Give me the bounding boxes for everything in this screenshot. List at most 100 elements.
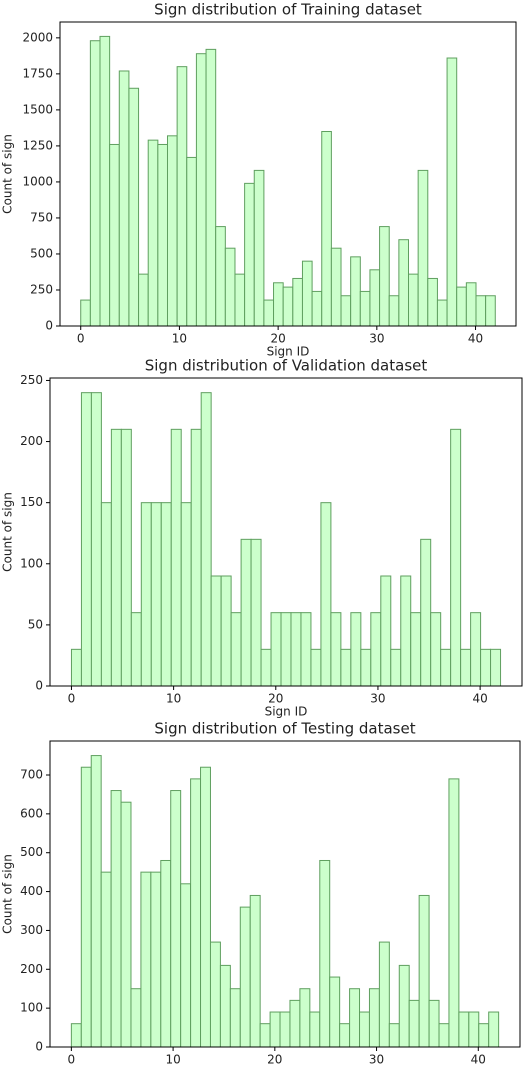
bar xyxy=(230,612,242,687)
bar xyxy=(290,612,302,687)
bar xyxy=(224,247,236,327)
bar xyxy=(90,755,102,1048)
bar xyxy=(250,538,262,687)
bar xyxy=(100,502,112,687)
bar xyxy=(195,53,207,327)
y-tick-label: 150 xyxy=(20,495,43,509)
bar xyxy=(420,538,432,687)
bar xyxy=(438,1023,450,1048)
bar xyxy=(200,392,212,687)
bar xyxy=(253,169,265,327)
bar xyxy=(456,286,467,327)
bar xyxy=(160,859,172,1048)
bar xyxy=(289,999,301,1048)
bar xyxy=(292,277,303,327)
bar xyxy=(215,226,226,327)
x-tick-label: 30 xyxy=(369,1053,384,1067)
bar xyxy=(370,612,382,687)
bar xyxy=(458,1011,470,1048)
x-tick-label: 20 xyxy=(268,692,283,706)
bar xyxy=(186,156,197,327)
bar xyxy=(485,295,496,327)
y-tick-label: 0 xyxy=(35,1040,43,1054)
bar xyxy=(220,575,232,687)
x-axis-label: Sign ID xyxy=(265,705,308,719)
bar xyxy=(99,35,111,327)
bar xyxy=(475,295,487,327)
bar xyxy=(319,859,331,1048)
bar xyxy=(280,612,292,687)
bar xyxy=(219,964,231,1048)
bar xyxy=(130,988,142,1048)
bar xyxy=(190,778,202,1048)
bar xyxy=(408,273,419,327)
bar xyxy=(239,906,251,1048)
bar xyxy=(157,143,168,327)
y-tick-label: 50 xyxy=(28,617,43,631)
bar xyxy=(170,790,182,1048)
bar xyxy=(350,256,361,327)
y-tick-label: 400 xyxy=(20,884,43,898)
x-tick-label: 30 xyxy=(370,692,385,706)
bar xyxy=(311,290,323,327)
bar xyxy=(170,428,182,687)
bar xyxy=(330,612,342,687)
bar xyxy=(150,871,162,1048)
bar xyxy=(388,295,400,327)
bar xyxy=(80,299,91,327)
x-tick-label: 20 xyxy=(270,332,285,346)
y-tick-label: 1750 xyxy=(22,66,53,80)
x-tick-label: 10 xyxy=(172,332,187,346)
bar xyxy=(460,648,472,687)
bar xyxy=(301,260,313,327)
bar xyxy=(488,1011,500,1048)
bar xyxy=(465,282,477,327)
y-tick-label: 1250 xyxy=(22,138,53,152)
bar xyxy=(118,70,130,327)
plot-frame xyxy=(49,377,523,687)
y-axis-label: Count of sign xyxy=(1,492,15,572)
bar xyxy=(273,282,284,327)
bar xyxy=(160,502,172,687)
y-tick-label: 500 xyxy=(30,246,53,260)
bar xyxy=(310,648,322,687)
bar xyxy=(205,48,217,327)
bar xyxy=(440,648,452,687)
bar xyxy=(388,1023,400,1048)
bar xyxy=(350,612,362,687)
bar xyxy=(470,612,482,687)
bar xyxy=(320,502,332,687)
bar xyxy=(209,941,221,1048)
chart-title: Sign distribution of Validation dataset xyxy=(145,357,428,375)
bar xyxy=(140,502,152,687)
y-tick-label: 300 xyxy=(20,923,43,937)
bar xyxy=(150,502,162,687)
bar xyxy=(300,612,312,687)
x-tick-label: 10 xyxy=(166,692,181,706)
bar xyxy=(240,538,252,687)
bar xyxy=(166,135,178,327)
y-tick-label: 750 xyxy=(30,210,53,224)
bar xyxy=(446,57,458,327)
y-tick-label: 2000 xyxy=(22,30,53,44)
bar xyxy=(427,277,438,327)
bar xyxy=(282,286,294,327)
bar xyxy=(379,226,390,327)
bar xyxy=(340,295,352,327)
y-tick-label: 0 xyxy=(45,319,53,333)
bar xyxy=(417,169,429,327)
bar xyxy=(349,988,361,1048)
bar xyxy=(234,273,246,327)
bar xyxy=(70,1023,82,1048)
bar xyxy=(130,612,142,687)
bar xyxy=(180,883,192,1048)
bar xyxy=(229,988,241,1048)
bar xyxy=(110,428,122,687)
x-tick-label: 40 xyxy=(471,1053,486,1067)
bar xyxy=(378,941,390,1048)
bar xyxy=(259,1023,271,1048)
bar xyxy=(269,1011,281,1048)
bar xyxy=(270,612,282,687)
bar xyxy=(299,988,311,1048)
bar xyxy=(329,976,341,1048)
